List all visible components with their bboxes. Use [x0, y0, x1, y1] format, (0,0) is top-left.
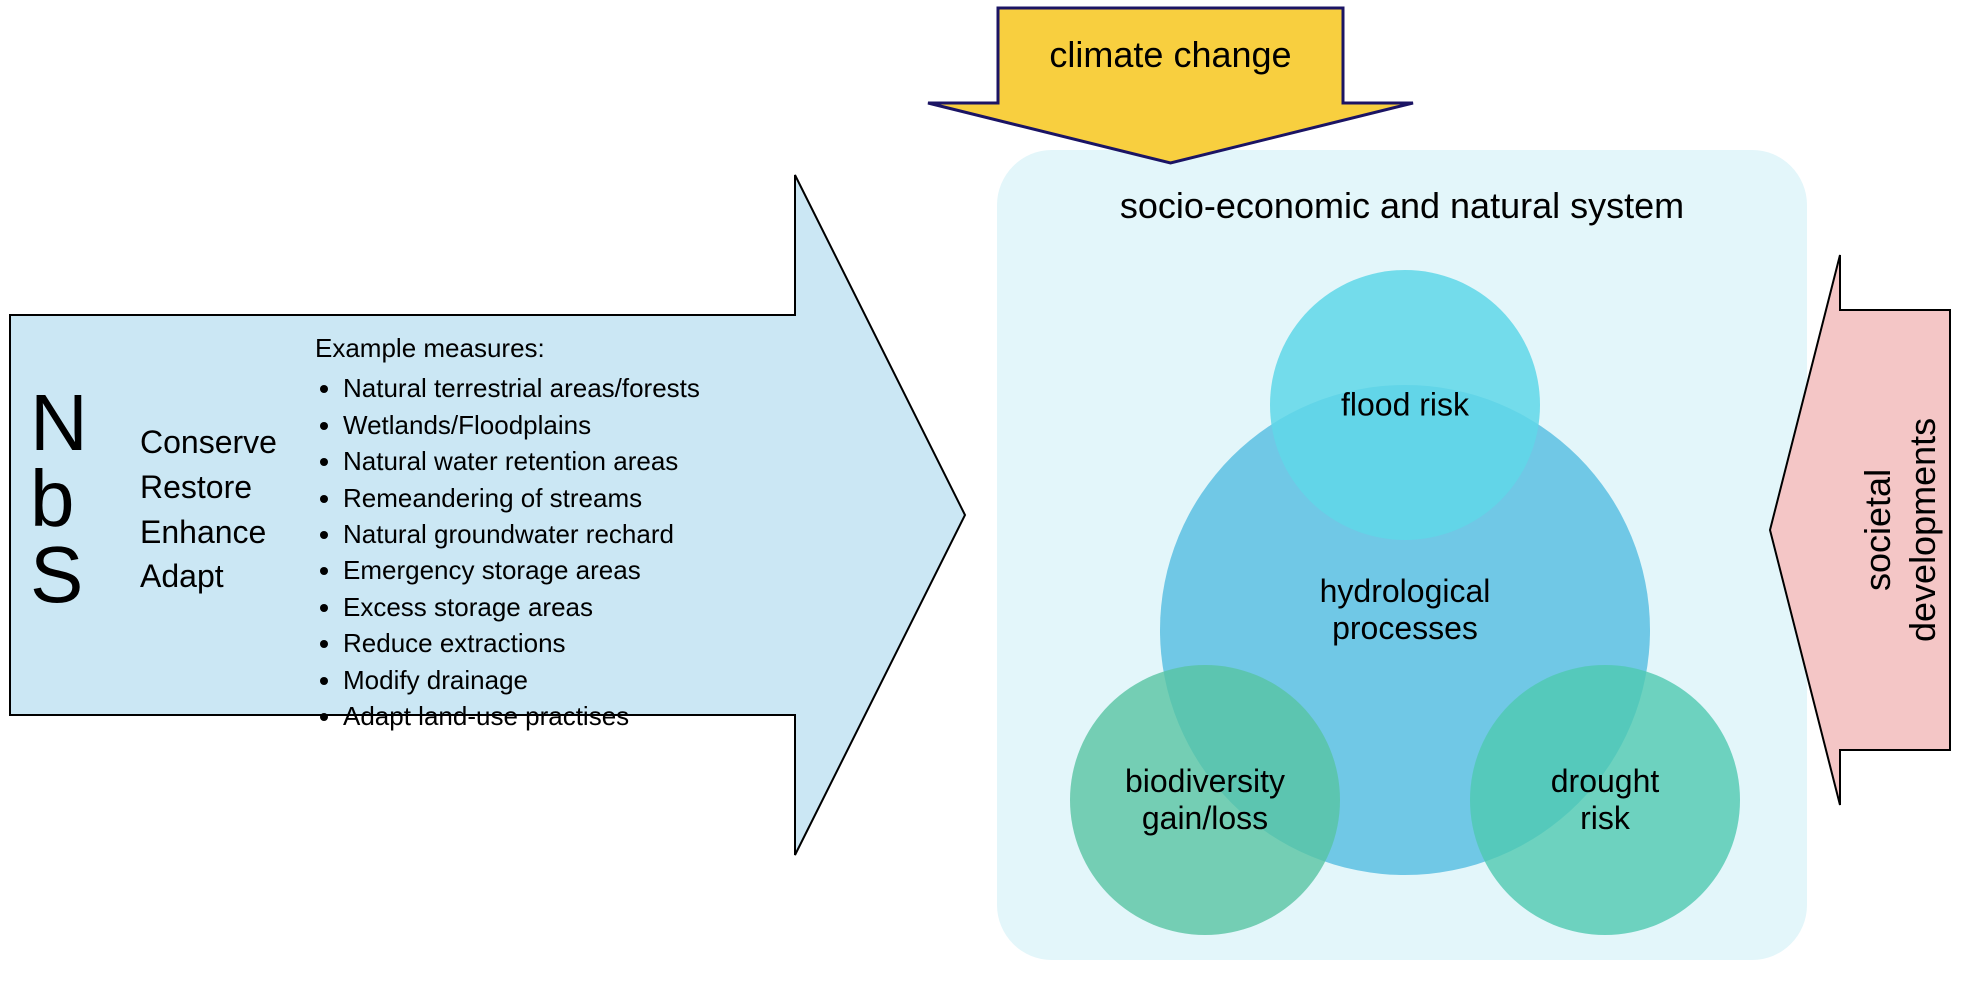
- nbs-acronym: NbS: [30, 385, 88, 613]
- hydro-label: hydrologicalprocesses: [1275, 573, 1535, 647]
- drought-label: droughtrisk: [1475, 763, 1735, 837]
- societal-label: societaldevelopments: [1855, 340, 1945, 720]
- system-title: socio-economic and natural system: [997, 185, 1807, 227]
- bio-label: biodiversitygain/loss: [1075, 763, 1335, 837]
- diagram-stage: NbS ConserveRestoreEnhanceAdapt Example …: [0, 0, 1975, 983]
- climate-label: climate change: [998, 34, 1343, 76]
- climate-arrow: [928, 8, 1413, 163]
- example-measures: Example measures:Natural terrestrial are…: [315, 330, 700, 734]
- nbs-verbs-list: ConserveRestoreEnhanceAdapt: [140, 420, 277, 599]
- flood-label: flood risk: [1275, 387, 1535, 424]
